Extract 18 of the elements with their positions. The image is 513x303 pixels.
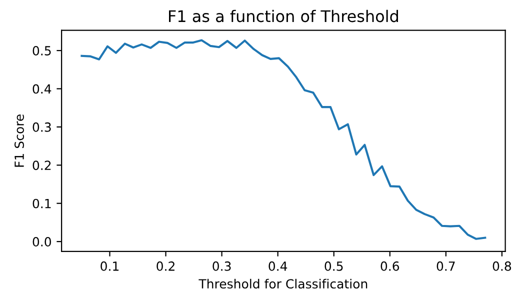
y-tick-label: 0.5 bbox=[32, 46, 51, 56]
x-tick-label: 0.1 bbox=[100, 261, 119, 271]
x-tick-label: 0.3 bbox=[212, 261, 231, 271]
y-tick-label: 0.4 bbox=[32, 84, 52, 94]
x-tick-label: 0.8 bbox=[492, 261, 512, 271]
y-tick-label: 0.0 bbox=[32, 237, 52, 246]
x-tick-label: 0.5 bbox=[324, 261, 343, 271]
x-tick-label: 0.4 bbox=[268, 261, 288, 271]
x-tick-label: 0.7 bbox=[436, 261, 455, 271]
x-tick-label: 0.6 bbox=[380, 261, 400, 271]
y-tick-label: 0.3 bbox=[32, 122, 51, 132]
line-series bbox=[80, 39, 486, 240]
y-tick-label: 0.1 bbox=[32, 198, 51, 208]
y-axis-title: F1 Score bbox=[14, 114, 24, 167]
y-tick-label: 0.2 bbox=[32, 160, 51, 170]
x-tick-label: 0.2 bbox=[156, 261, 174, 271]
x-axis-title: Threshold for Classification bbox=[198, 278, 368, 289]
chart-title: F1 as a function of Threshold bbox=[169, 10, 398, 22]
